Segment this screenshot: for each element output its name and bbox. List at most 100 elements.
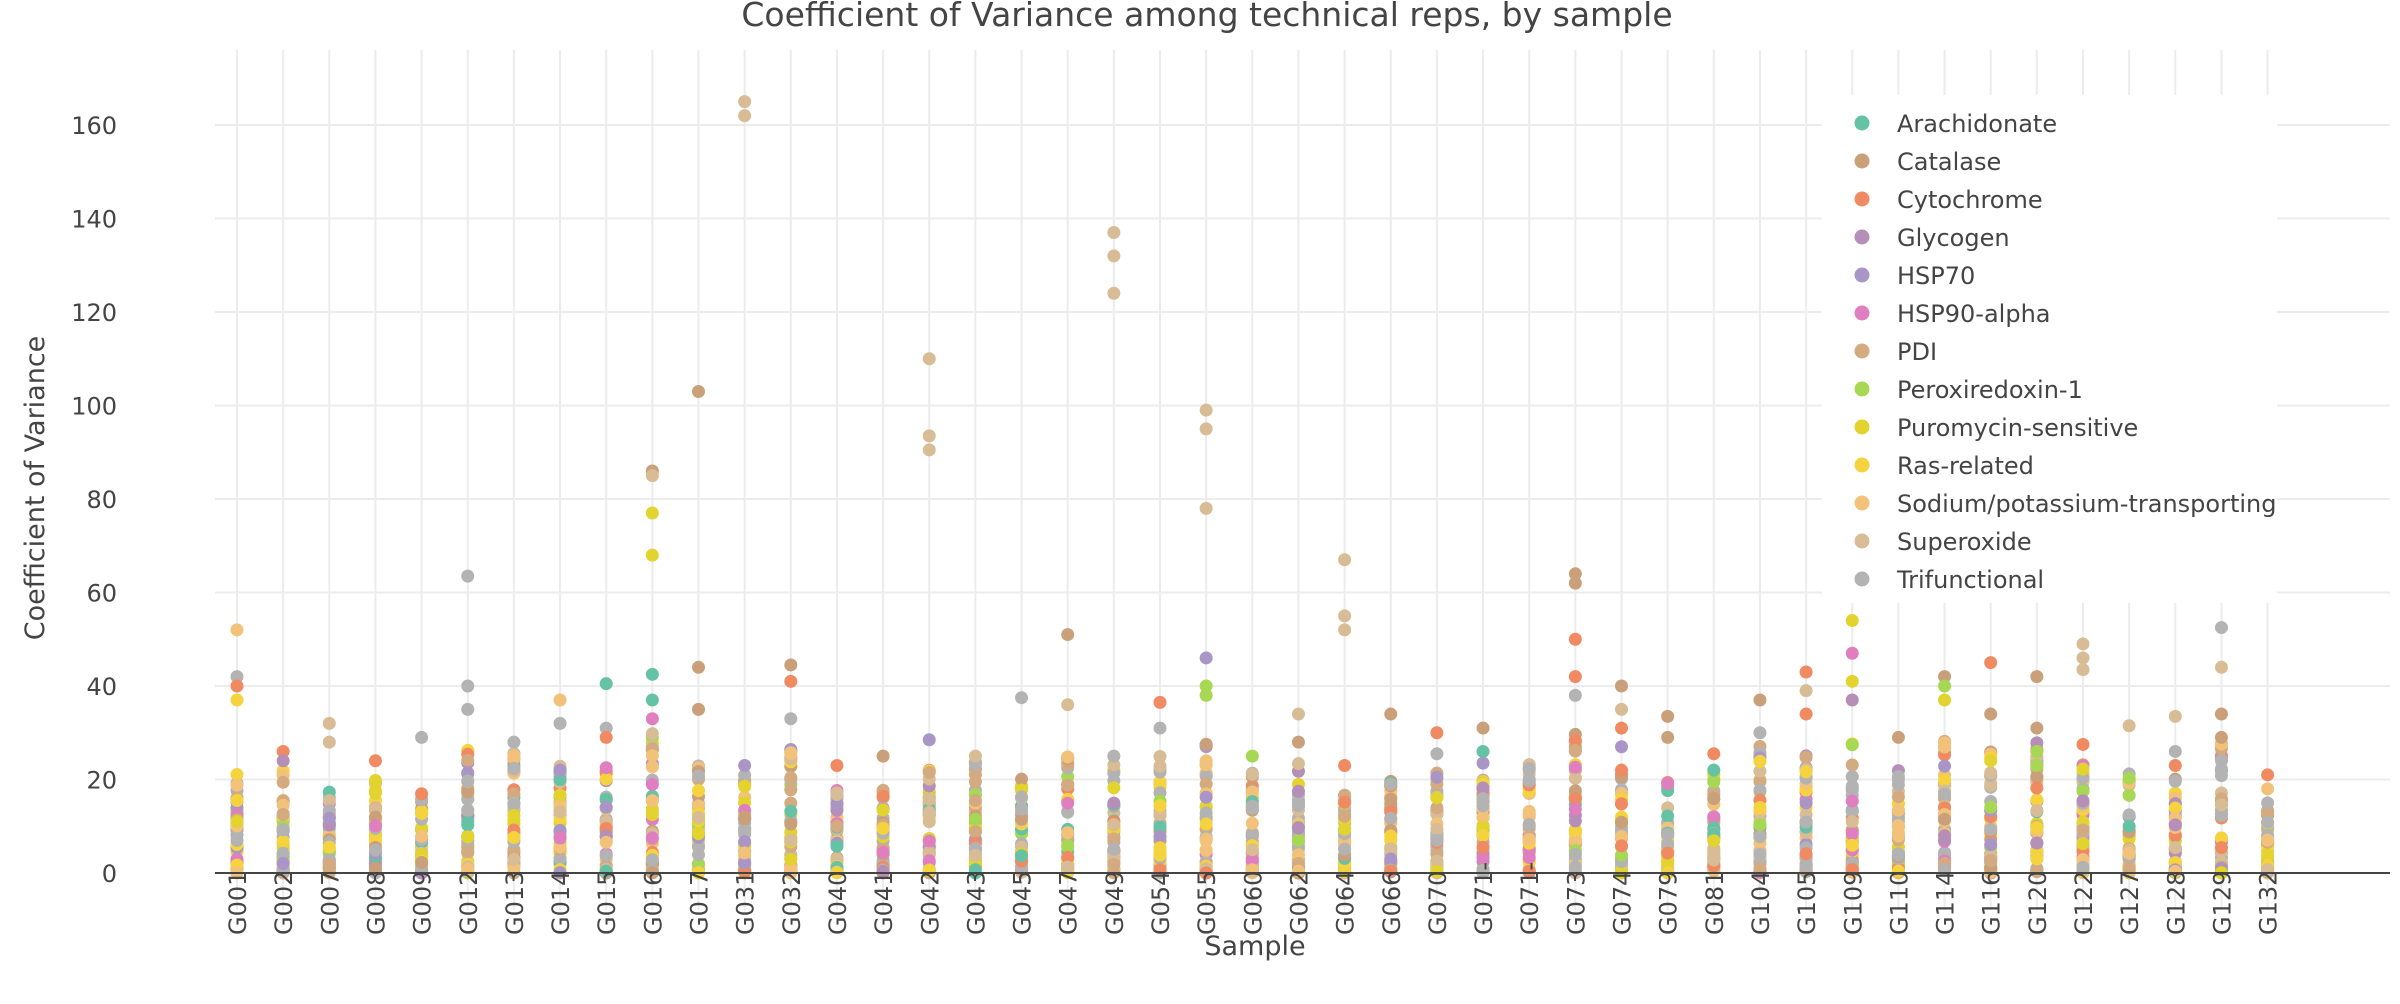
data-point[interactable] — [1615, 702, 1628, 716]
data-point[interactable] — [1799, 707, 1813, 721]
data-point[interactable] — [507, 831, 521, 845]
data-point[interactable] — [1753, 783, 1767, 797]
data-point[interactable] — [368, 783, 382, 797]
data-point[interactable] — [2076, 771, 2090, 785]
data-point[interactable] — [461, 815, 475, 829]
data-point[interactable] — [1476, 840, 1490, 854]
legend-marker[interactable] — [1854, 191, 1870, 207]
data-point[interactable] — [1245, 827, 1259, 841]
legend-label[interactable]: Glycogen — [1897, 224, 2010, 252]
data-point[interactable] — [1384, 852, 1398, 866]
data-point[interactable] — [1938, 829, 1952, 843]
data-point[interactable] — [1568, 743, 1582, 757]
data-point[interactable] — [1476, 828, 1490, 842]
data-point[interactable] — [276, 834, 290, 848]
data-point[interactable] — [2122, 808, 2136, 822]
data-point[interactable] — [830, 819, 844, 833]
data-point[interactable] — [1430, 791, 1444, 805]
data-point[interactable] — [2030, 744, 2044, 758]
data-point[interactable] — [1799, 750, 1813, 764]
data-point[interactable] — [2168, 864, 2182, 878]
data-point[interactable] — [1568, 792, 1582, 806]
data-point[interactable] — [1984, 822, 1998, 836]
data-point[interactable] — [1291, 864, 1305, 878]
data-point[interactable] — [645, 548, 659, 562]
data-point[interactable] — [553, 831, 567, 845]
data-point[interactable] — [1107, 781, 1121, 795]
data-point[interactable] — [645, 693, 659, 707]
data-point[interactable] — [507, 748, 521, 762]
data-point[interactable] — [1661, 827, 1675, 841]
data-point[interactable] — [1845, 804, 1859, 818]
data-point[interactable] — [1384, 864, 1398, 878]
data-point[interactable] — [368, 861, 382, 875]
data-point[interactable] — [2122, 846, 2136, 860]
legend-marker[interactable] — [1854, 115, 1870, 131]
data-point[interactable] — [1753, 693, 1767, 707]
data-point[interactable] — [1845, 770, 1859, 784]
data-point[interactable] — [1615, 740, 1628, 754]
data-point[interactable] — [2168, 709, 2182, 723]
data-point[interactable] — [2030, 758, 2044, 772]
data-point[interactable] — [738, 95, 752, 109]
data-point[interactable] — [645, 794, 659, 808]
data-point[interactable] — [692, 702, 705, 716]
data-point[interactable] — [322, 794, 336, 808]
data-point[interactable] — [2076, 651, 2090, 665]
data-point[interactable] — [1845, 758, 1859, 772]
data-point[interactable] — [1153, 695, 1167, 709]
data-point[interactable] — [2030, 670, 2044, 684]
data-point[interactable] — [922, 765, 936, 779]
data-point[interactable] — [1291, 707, 1305, 721]
data-point[interactable] — [1615, 679, 1628, 693]
data-point[interactable] — [922, 443, 936, 457]
legend-label[interactable]: Catalase — [1897, 148, 2001, 176]
data-point[interactable] — [230, 778, 244, 792]
data-point[interactable] — [368, 754, 382, 768]
data-point[interactable] — [1938, 693, 1952, 707]
data-point[interactable] — [553, 840, 567, 854]
data-point[interactable] — [230, 670, 244, 684]
data-point[interactable] — [1891, 819, 1905, 833]
data-point[interactable] — [645, 777, 659, 791]
data-point[interactable] — [1107, 249, 1121, 263]
data-point[interactable] — [2076, 823, 2090, 837]
data-point[interactable] — [876, 789, 890, 803]
data-point[interactable] — [645, 712, 659, 726]
data-point[interactable] — [415, 787, 429, 801]
data-point[interactable] — [276, 744, 290, 758]
data-point[interactable] — [507, 852, 521, 866]
data-point[interactable] — [1291, 735, 1305, 749]
data-point[interactable] — [276, 798, 290, 812]
data-point[interactable] — [968, 848, 982, 862]
data-point[interactable] — [1430, 770, 1444, 784]
data-point[interactable] — [968, 825, 982, 839]
data-point[interactable] — [1061, 778, 1075, 792]
data-point[interactable] — [1661, 730, 1675, 744]
data-point[interactable] — [2168, 744, 2182, 758]
data-point[interactable] — [1107, 842, 1121, 856]
data-point[interactable] — [1061, 850, 1075, 864]
data-point[interactable] — [1568, 802, 1582, 816]
data-point[interactable] — [1984, 853, 1998, 867]
data-point[interactable] — [276, 754, 290, 768]
data-point[interactable] — [922, 733, 936, 747]
data-point[interactable] — [1568, 670, 1582, 684]
data-point[interactable] — [1984, 656, 1998, 670]
data-point[interactable] — [322, 840, 336, 854]
data-point[interactable] — [1753, 726, 1767, 740]
data-point[interactable] — [738, 768, 752, 782]
data-point[interactable] — [461, 753, 475, 767]
data-point[interactable] — [230, 623, 244, 637]
data-point[interactable] — [1199, 758, 1213, 772]
data-point[interactable] — [1199, 501, 1213, 515]
data-point[interactable] — [322, 811, 336, 825]
data-point[interactable] — [1615, 839, 1628, 853]
data-point[interactable] — [1338, 842, 1352, 856]
data-point[interactable] — [738, 846, 752, 860]
data-point[interactable] — [1430, 822, 1444, 836]
data-point[interactable] — [1153, 721, 1167, 735]
data-point[interactable] — [2261, 833, 2275, 847]
legend-label[interactable]: Puromycin-sensitive — [1897, 414, 2138, 442]
data-point[interactable] — [692, 784, 705, 798]
